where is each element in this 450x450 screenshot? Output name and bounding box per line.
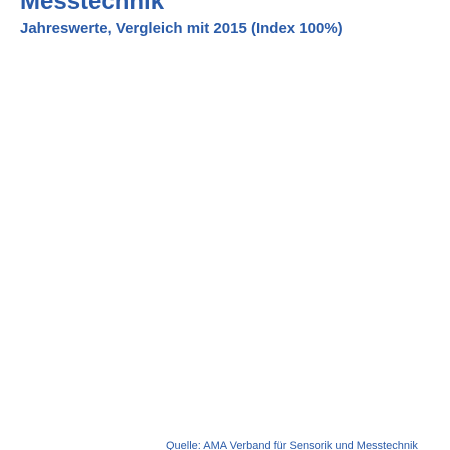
chart-title: Messtechnik [20,0,165,15]
chart-subtitle: Jahreswerte, Vergleich mit 2015 (Index 1… [20,20,343,37]
source-note: Quelle: AMA Verband für Sensorik und Mes… [166,440,418,450]
